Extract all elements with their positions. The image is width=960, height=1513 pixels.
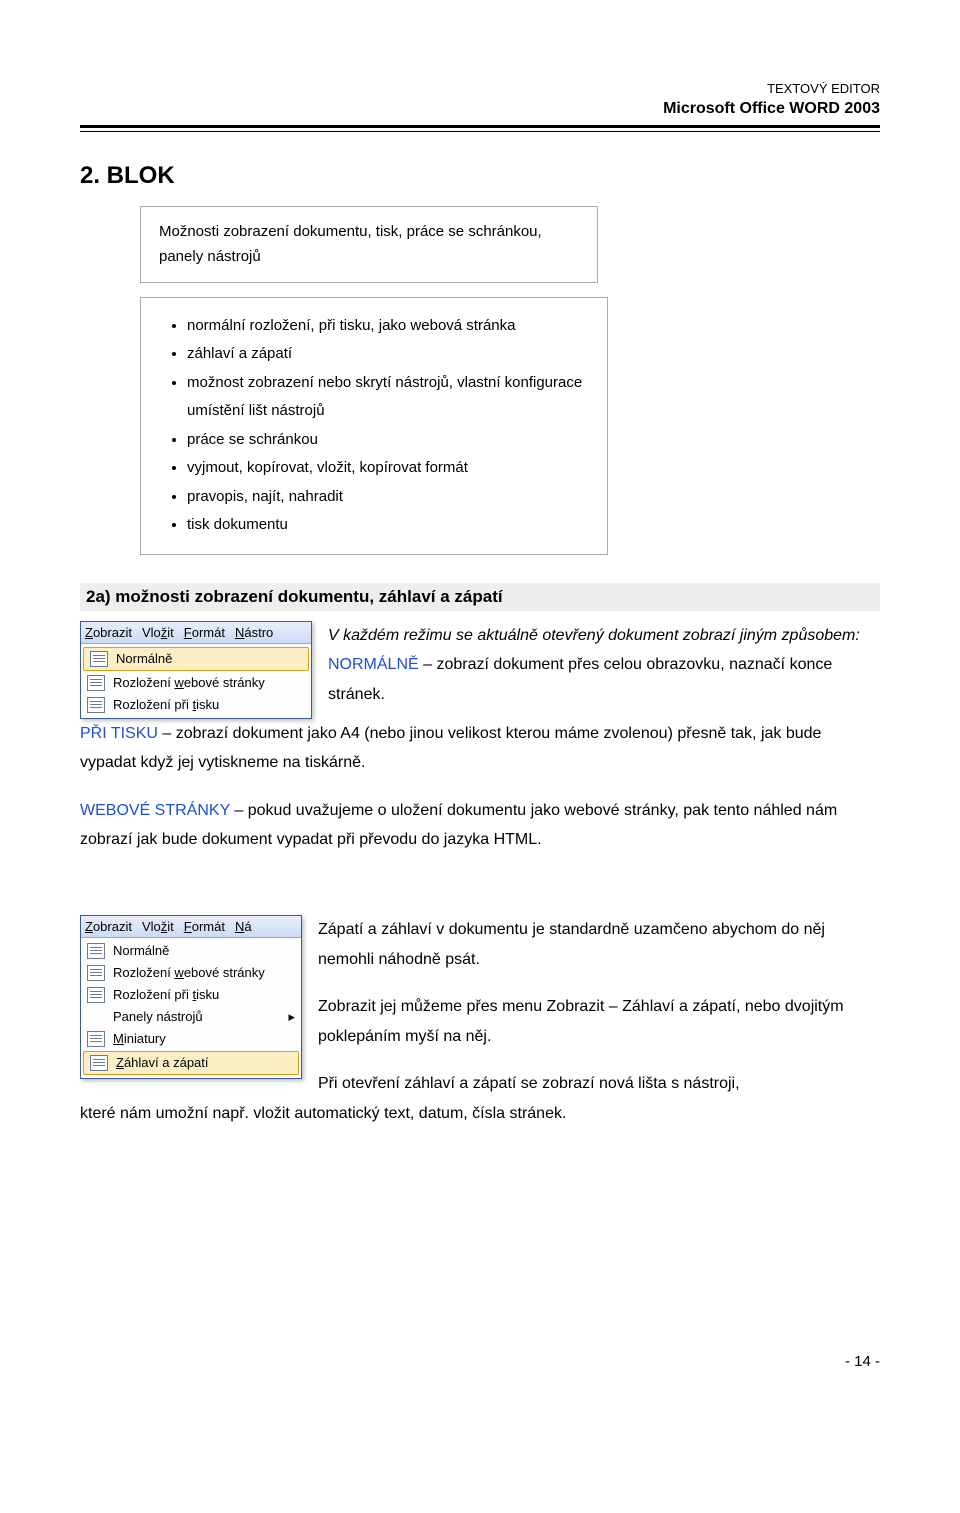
menubar-item: Ná [235, 919, 252, 934]
header-main: Microsoft Office WORD 2003 [80, 98, 880, 120]
menu-item-panely: Panely nástrojů ▸ [81, 1006, 301, 1028]
doc-icon [88, 651, 110, 667]
menubar-item: Nástro [235, 625, 273, 640]
menu-screenshot-1: Zobrazit Vložit Formát Nástro Normálně R… [80, 621, 312, 719]
menu-label: Normálně [113, 943, 169, 958]
menu-item-normal: Normálně [83, 647, 309, 671]
header-sub: TEXTOVÝ EDITOR [80, 80, 880, 98]
intro-box: Možnosti zobrazení dokumentu, tisk, prác… [140, 206, 598, 283]
right-text-2: Zápatí a záhlaví v dokumentu je standard… [318, 915, 880, 1099]
menu-items: Normálně Rozložení webové stránky Rozlož… [81, 644, 311, 718]
bullet-item: vyjmout, kopírovat, vložit, kopírovat fo… [187, 454, 589, 483]
text: – zobrazí dokument jako A4 (nebo jinou v… [80, 725, 821, 772]
final-line: které nám umožní např. vložit automatick… [80, 1099, 880, 1129]
document-page: TEXTOVÝ EDITOR Microsoft Office WORD 200… [0, 0, 960, 1400]
link-pri-tisku: PŘI TISKU [80, 725, 158, 742]
row-menu1: Zobrazit Vložit Formát Nástro Normálně R… [80, 621, 880, 719]
right-text-1: V každém režimu se aktuálně otevřený dok… [328, 621, 880, 710]
doc-icon [85, 1031, 107, 1047]
doc-icon [85, 943, 107, 959]
intro-italic: V každém režimu se aktuálně otevřený dok… [328, 627, 860, 644]
row-menu2: Zobrazit Vložit Formát Ná Normálně Rozlo… [80, 915, 880, 1099]
doc-icon [85, 697, 107, 713]
link-web: WEBOVÉ STRÁNKY [80, 802, 230, 819]
menu-label: Rozložení webové stránky [113, 675, 265, 690]
doc-icon [85, 965, 107, 981]
menu-label: Rozložení při tisku [113, 697, 219, 712]
menubar-item: Formát [184, 919, 225, 934]
menu-label: Panely nástrojů [113, 1009, 203, 1024]
menu-item-zahlavi: Záhlaví a zápatí [83, 1051, 299, 1075]
bullet-item: tisk dokumentu [187, 511, 589, 540]
menubar-item: Zobrazit [85, 625, 132, 640]
link-normalne: NORMÁLNĚ [328, 656, 419, 673]
page-header: TEXTOVÝ EDITOR Microsoft Office WORD 200… [80, 80, 880, 121]
menu-label: Záhlaví a zápatí [116, 1055, 209, 1070]
doc-icon [85, 675, 107, 691]
menu-label: Rozložení při tisku [113, 987, 219, 1002]
menu-label: Normálně [116, 651, 172, 666]
menu-label: Rozložení webové stránky [113, 965, 265, 980]
p2-1: Zápatí a záhlaví v dokumentu je standard… [318, 915, 880, 974]
menubar-item: Formát [184, 625, 225, 640]
p2-2: Zobrazit jej můžeme přes menu Zobrazit –… [318, 992, 880, 1051]
menubar-item: Zobrazit [85, 919, 132, 934]
menu-item-web: Rozložení webové stránky [81, 962, 301, 984]
menubar-item: Vložit [142, 625, 174, 640]
subsection-2a: 2a) možnosti zobrazení dokumentu, záhlav… [80, 583, 880, 611]
menu-item-normal: Normálně [81, 940, 301, 962]
menu-item-print: Rozložení při tisku [81, 694, 311, 716]
page-number: - 14 - [845, 1353, 880, 1370]
menu-item-miniatury: Miniatury [81, 1028, 301, 1050]
doc-icon [85, 987, 107, 1003]
menu-screenshot-2: Zobrazit Vložit Formát Ná Normálně Rozlo… [80, 915, 302, 1079]
section-title: 2. BLOK [80, 162, 880, 190]
bullet-item: možnost zobrazení nebo skrytí nástrojů, … [187, 369, 589, 426]
menu-items: Normálně Rozložení webové stránky Rozlož… [81, 938, 301, 1078]
menubar-item: Vložit [142, 919, 174, 934]
para-web: WEBOVÉ STRÁNKY – pokud uvažujeme o ulože… [80, 796, 880, 855]
menu-item-print: Rozložení při tisku [81, 984, 301, 1006]
menubar: Zobrazit Vložit Formát Nástro [81, 622, 311, 644]
bullet-list: normální rozložení, při tisku, jako webo… [169, 312, 589, 540]
doc-icon [88, 1055, 110, 1071]
bullet-item: práce se schránkou [187, 426, 589, 455]
menu-item-web: Rozložení webové stránky [81, 672, 311, 694]
header-rule [80, 125, 880, 132]
bullet-item: normální rozložení, při tisku, jako webo… [187, 312, 589, 341]
bullet-item: záhlaví a zápatí [187, 340, 589, 369]
bullet-item: pravopis, najít, nahradit [187, 483, 589, 512]
para-pri-tisku: PŘI TISKU – zobrazí dokument jako A4 (ne… [80, 719, 880, 778]
menubar: Zobrazit Vložit Formát Ná [81, 916, 301, 938]
menu-label: Miniatury [113, 1031, 166, 1046]
submenu-arrow-icon: ▸ [288, 1009, 295, 1025]
p2-3: Při otevření záhlaví a zápatí se zobrazí… [318, 1069, 880, 1099]
bullet-box: normální rozložení, při tisku, jako webo… [140, 297, 608, 555]
